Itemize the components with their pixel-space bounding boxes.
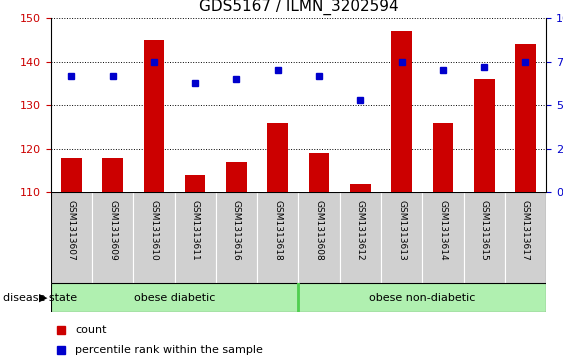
Title: GDS5167 / ILMN_3202594: GDS5167 / ILMN_3202594 [199, 0, 398, 15]
Bar [133, 192, 175, 283]
Bar [102, 158, 123, 192]
Text: count: count [75, 325, 107, 335]
Bar [298, 192, 339, 283]
Bar [92, 192, 133, 283]
Bar [309, 153, 329, 192]
Bar [267, 123, 288, 192]
Bar [505, 192, 546, 283]
Text: GSM1313616: GSM1313616 [232, 200, 241, 260]
Text: GSM1313607: GSM1313607 [67, 200, 76, 260]
Bar [185, 175, 205, 192]
Bar [298, 283, 546, 312]
Bar [350, 184, 370, 192]
Bar [257, 192, 298, 283]
Text: GSM1313608: GSM1313608 [315, 200, 324, 260]
Bar [226, 162, 247, 192]
Text: percentile rank within the sample: percentile rank within the sample [75, 345, 263, 355]
Text: GSM1313618: GSM1313618 [273, 200, 282, 260]
Bar [175, 192, 216, 283]
Bar [474, 79, 494, 192]
Text: GSM1313614: GSM1313614 [439, 200, 448, 260]
Bar [339, 192, 381, 283]
Text: disease state: disease state [3, 293, 77, 303]
Bar [51, 283, 298, 312]
Text: GSM1313612: GSM1313612 [356, 200, 365, 260]
Bar [51, 192, 92, 283]
Text: obese non-diabetic: obese non-diabetic [369, 293, 475, 303]
Text: GSM1313611: GSM1313611 [191, 200, 200, 260]
Bar [144, 40, 164, 192]
Text: GSM1313610: GSM1313610 [149, 200, 158, 260]
Bar [381, 192, 422, 283]
Text: GSM1313615: GSM1313615 [480, 200, 489, 260]
Bar [391, 31, 412, 192]
Bar [432, 123, 453, 192]
Text: GSM1313617: GSM1313617 [521, 200, 530, 260]
Bar [422, 192, 463, 283]
Bar [61, 158, 82, 192]
Text: ▶: ▶ [39, 293, 48, 303]
Text: GSM1313613: GSM1313613 [397, 200, 406, 260]
Bar [463, 192, 505, 283]
Text: GSM1313609: GSM1313609 [108, 200, 117, 260]
Bar [216, 192, 257, 283]
Text: obese diabetic: obese diabetic [134, 293, 215, 303]
Bar [515, 44, 536, 192]
